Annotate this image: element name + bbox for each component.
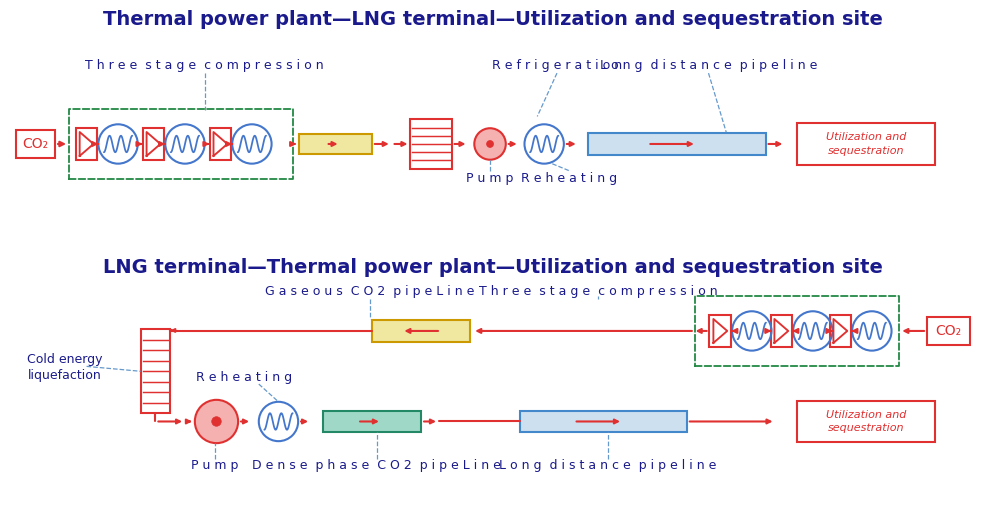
Text: LNG terminal—Thermal power plant—Utilization and sequestration site: LNG terminal—Thermal power plant—Utiliza… [104, 259, 882, 278]
Text: liquefaction: liquefaction [28, 369, 102, 382]
Text: Utilization and: Utilization and [825, 410, 906, 420]
FancyBboxPatch shape [322, 411, 421, 433]
Text: R e h e a t i n g: R e h e a t i n g [521, 172, 617, 185]
Text: sequestration: sequestration [827, 146, 904, 156]
Text: T h r e e  s t a g e  c o m p r e s s i o n: T h r e e s t a g e c o m p r e s s i o … [479, 285, 718, 298]
Circle shape [195, 400, 239, 443]
Circle shape [212, 417, 221, 426]
Text: L o n g  d i s t a n c e  p i p e l i n e: L o n g d i s t a n c e p i p e l i n e [599, 59, 817, 72]
Text: R e f r i g e r a t i o n: R e f r i g e r a t i o n [492, 59, 622, 72]
Text: Thermal power plant—LNG terminal—Utilization and sequestration site: Thermal power plant—LNG terminal—Utiliza… [104, 11, 882, 29]
Text: P u m p: P u m p [466, 172, 514, 185]
Text: Utilization and: Utilization and [825, 132, 906, 142]
FancyBboxPatch shape [589, 133, 765, 155]
Text: sequestration: sequestration [827, 423, 904, 434]
FancyBboxPatch shape [299, 134, 372, 154]
Circle shape [474, 128, 506, 160]
Text: T h r e e  s t a g e  c o m p r e s s i o n: T h r e e s t a g e c o m p r e s s i o … [86, 59, 324, 72]
FancyBboxPatch shape [372, 320, 470, 342]
Text: P u m p: P u m p [191, 459, 239, 472]
Text: R e h e a t i n g: R e h e a t i n g [196, 371, 292, 384]
Text: G a s e o u s  C O 2  p i p e L i n e: G a s e o u s C O 2 p i p e L i n e [265, 285, 474, 298]
Text: L o n g  d i s t a n c e  p i p e l i n e: L o n g d i s t a n c e p i p e l i n e [500, 459, 717, 472]
Text: CO₂: CO₂ [936, 324, 961, 338]
Text: Cold energy: Cold energy [28, 353, 103, 366]
FancyBboxPatch shape [520, 411, 687, 433]
Text: CO₂: CO₂ [23, 137, 48, 151]
Text: D e n s e  p h a s e  C O 2  p i p e L i n e: D e n s e p h a s e C O 2 p i p e L i n … [252, 459, 501, 472]
Circle shape [486, 140, 494, 147]
